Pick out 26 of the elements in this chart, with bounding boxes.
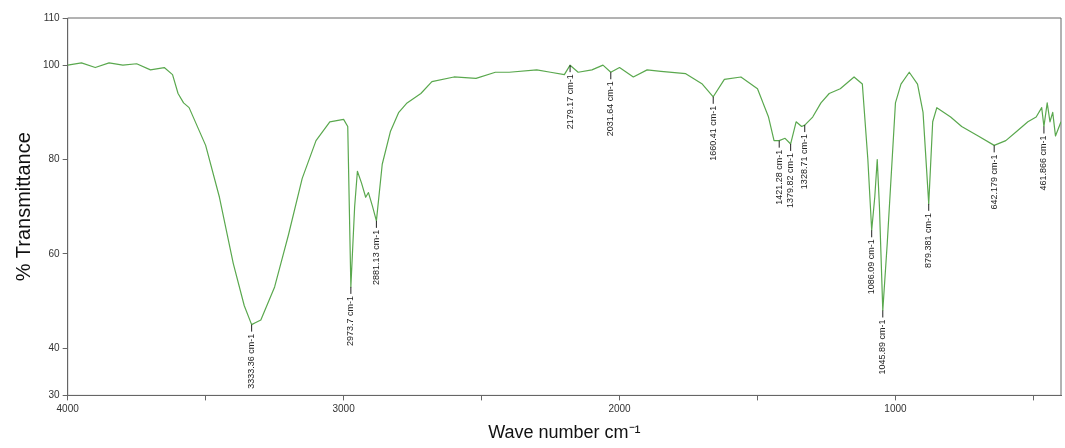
y-tick-label: 60: [48, 247, 61, 259]
annotation: 1328.71 cm-1: [799, 134, 810, 190]
annotation: 2179.17 cm-1: [564, 74, 575, 130]
annotation: 3333.36 cm-1: [246, 333, 257, 389]
x-axis-title: Wave number cm⁻¹: [488, 422, 641, 443]
x-tick-label: 4000: [56, 403, 80, 415]
y-tick-label: 110: [43, 11, 61, 23]
annotation: 461.866 cm-1: [1038, 135, 1049, 191]
annotation: 1086.09 cm-1: [866, 239, 877, 295]
annotation: 2973.7 cm-1: [345, 295, 356, 346]
annotation: 2881.13 cm-1: [370, 229, 381, 285]
annotation: 2031.64 cm-1: [605, 81, 616, 137]
y-tick-label: 100: [43, 58, 61, 70]
x-tick-label: 1000: [884, 403, 908, 415]
annotation: 642.179 cm-1: [988, 154, 999, 210]
y-tick-label: 80: [48, 153, 61, 165]
annotation: 1421.28 cm-1: [773, 149, 784, 205]
y-axis-title: % Transmittance: [11, 132, 34, 282]
annotation: 879.381 cm-1: [923, 212, 934, 268]
annotation: 1660.41 cm-1: [707, 105, 718, 161]
annotation: 1379.82 cm-1: [785, 152, 796, 208]
x-tick-label: 2000: [608, 403, 632, 415]
y-tick-label: 40: [48, 341, 61, 353]
x-tick-label: 3000: [332, 403, 356, 415]
annotation: 1045.89 cm-1: [877, 319, 888, 375]
y-tick-label: 30: [48, 389, 61, 401]
